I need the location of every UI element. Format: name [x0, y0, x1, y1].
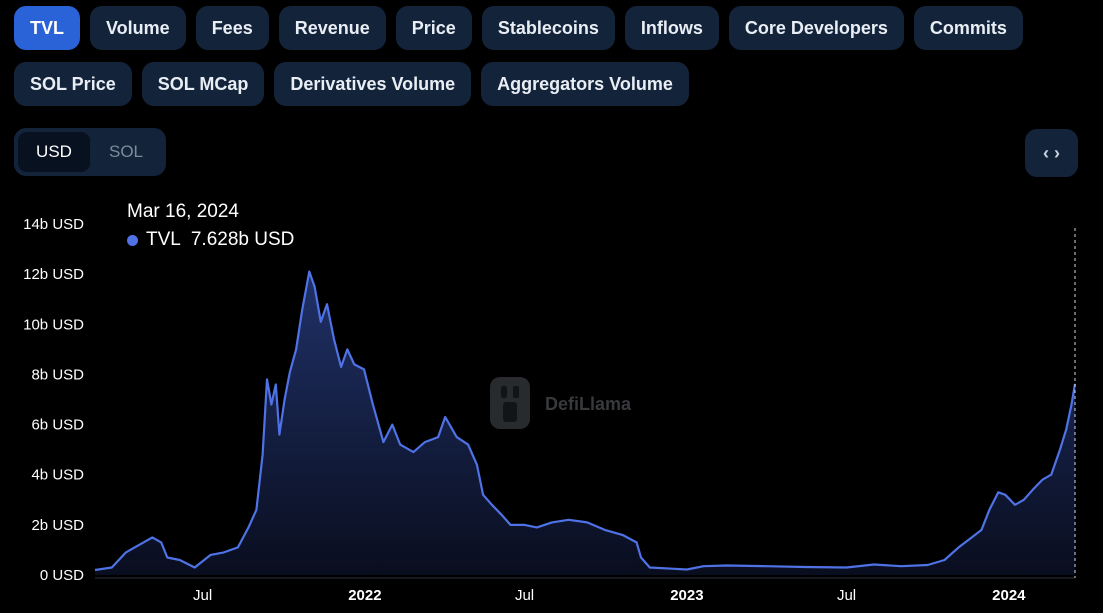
tab-derivatives-volume[interactable]: Derivatives Volume	[274, 62, 472, 106]
defillama-watermark: DefiLlama	[490, 377, 632, 429]
tvl-line	[94, 270, 1077, 572]
tab-stablecoins[interactable]: Stablecoins	[481, 6, 615, 50]
tab-tvl[interactable]: TVL	[14, 6, 80, 50]
x-tick-label: Jul	[837, 587, 856, 604]
chart-tooltip: Mar 16, 2024 TVL 7.628b USD	[127, 201, 294, 251]
tab-price[interactable]: Price	[395, 6, 472, 50]
x-tick-label: 2024	[992, 587, 1026, 604]
tab-sol-mcap[interactable]: SOL MCap	[141, 62, 265, 106]
tab-commits[interactable]: Commits	[913, 6, 1023, 50]
tooltip-value: 7.628b USD	[190, 229, 295, 250]
tab-fees[interactable]: Fees	[195, 6, 269, 50]
tab-core-developers[interactable]: Core Developers	[728, 6, 904, 50]
y-tick-label: 2b USD	[31, 517, 84, 534]
metric-tabs-row-1: TVL Volume Fees Revenue Price Stablecoin…	[14, 6, 1023, 50]
x-axis: Jul 2022 Jul 2023 Jul 2024	[193, 587, 1026, 604]
tooltip-series-row: TVL 7.628b USD	[127, 229, 294, 251]
tooltip-series-name: TVL	[146, 229, 181, 250]
tvl-chart[interactable]: 0 USD 2b USD 4b USD 6b USD 8b USD 10b USD 12b …	[0, 195, 1103, 613]
currency-toggle: USD SOL	[14, 128, 166, 176]
watermark-text: DefiLlama	[545, 394, 632, 414]
llama-logo-icon	[490, 377, 530, 429]
x-tick-label: Jul	[193, 587, 212, 604]
x-tick-label: 2023	[670, 587, 703, 604]
y-tick-label: 12b USD	[23, 266, 84, 283]
series-dot-icon	[127, 234, 138, 246]
tab-aggregators-volume[interactable]: Aggregators Volume	[481, 62, 689, 106]
y-tick-label: 10b USD	[23, 316, 84, 333]
code-brackets-icon: ‹ ›	[1043, 142, 1060, 163]
y-axis: 0 USD 2b USD 4b USD 6b USD 8b USD 10b USD 12b …	[23, 216, 84, 584]
tab-inflows[interactable]: Inflows	[624, 6, 719, 50]
embed-button[interactable]: ‹ ›	[1025, 129, 1078, 177]
y-tick-label: 8b USD	[31, 366, 84, 383]
tab-sol-price[interactable]: SOL Price	[14, 62, 132, 106]
x-tick-label: Jul	[515, 587, 534, 604]
currency-option-sol[interactable]: SOL	[108, 142, 144, 161]
tab-volume[interactable]: Volume	[90, 6, 186, 50]
tvl-area	[95, 271, 1075, 575]
y-tick-label: 6b USD	[31, 417, 84, 434]
tooltip-date: Mar 16, 2024	[127, 201, 239, 222]
y-tick-label: 4b USD	[31, 467, 84, 484]
metric-tabs-row-2: SOL Price SOL MCap Derivatives Volume Ag…	[14, 62, 689, 106]
y-tick-label: 0 USD	[40, 567, 84, 584]
currency-option-usd[interactable]: USD	[18, 132, 90, 172]
tab-revenue[interactable]: Revenue	[278, 6, 386, 50]
x-tick-label: 2022	[348, 587, 381, 604]
y-tick-label: 14b USD	[23, 216, 84, 233]
